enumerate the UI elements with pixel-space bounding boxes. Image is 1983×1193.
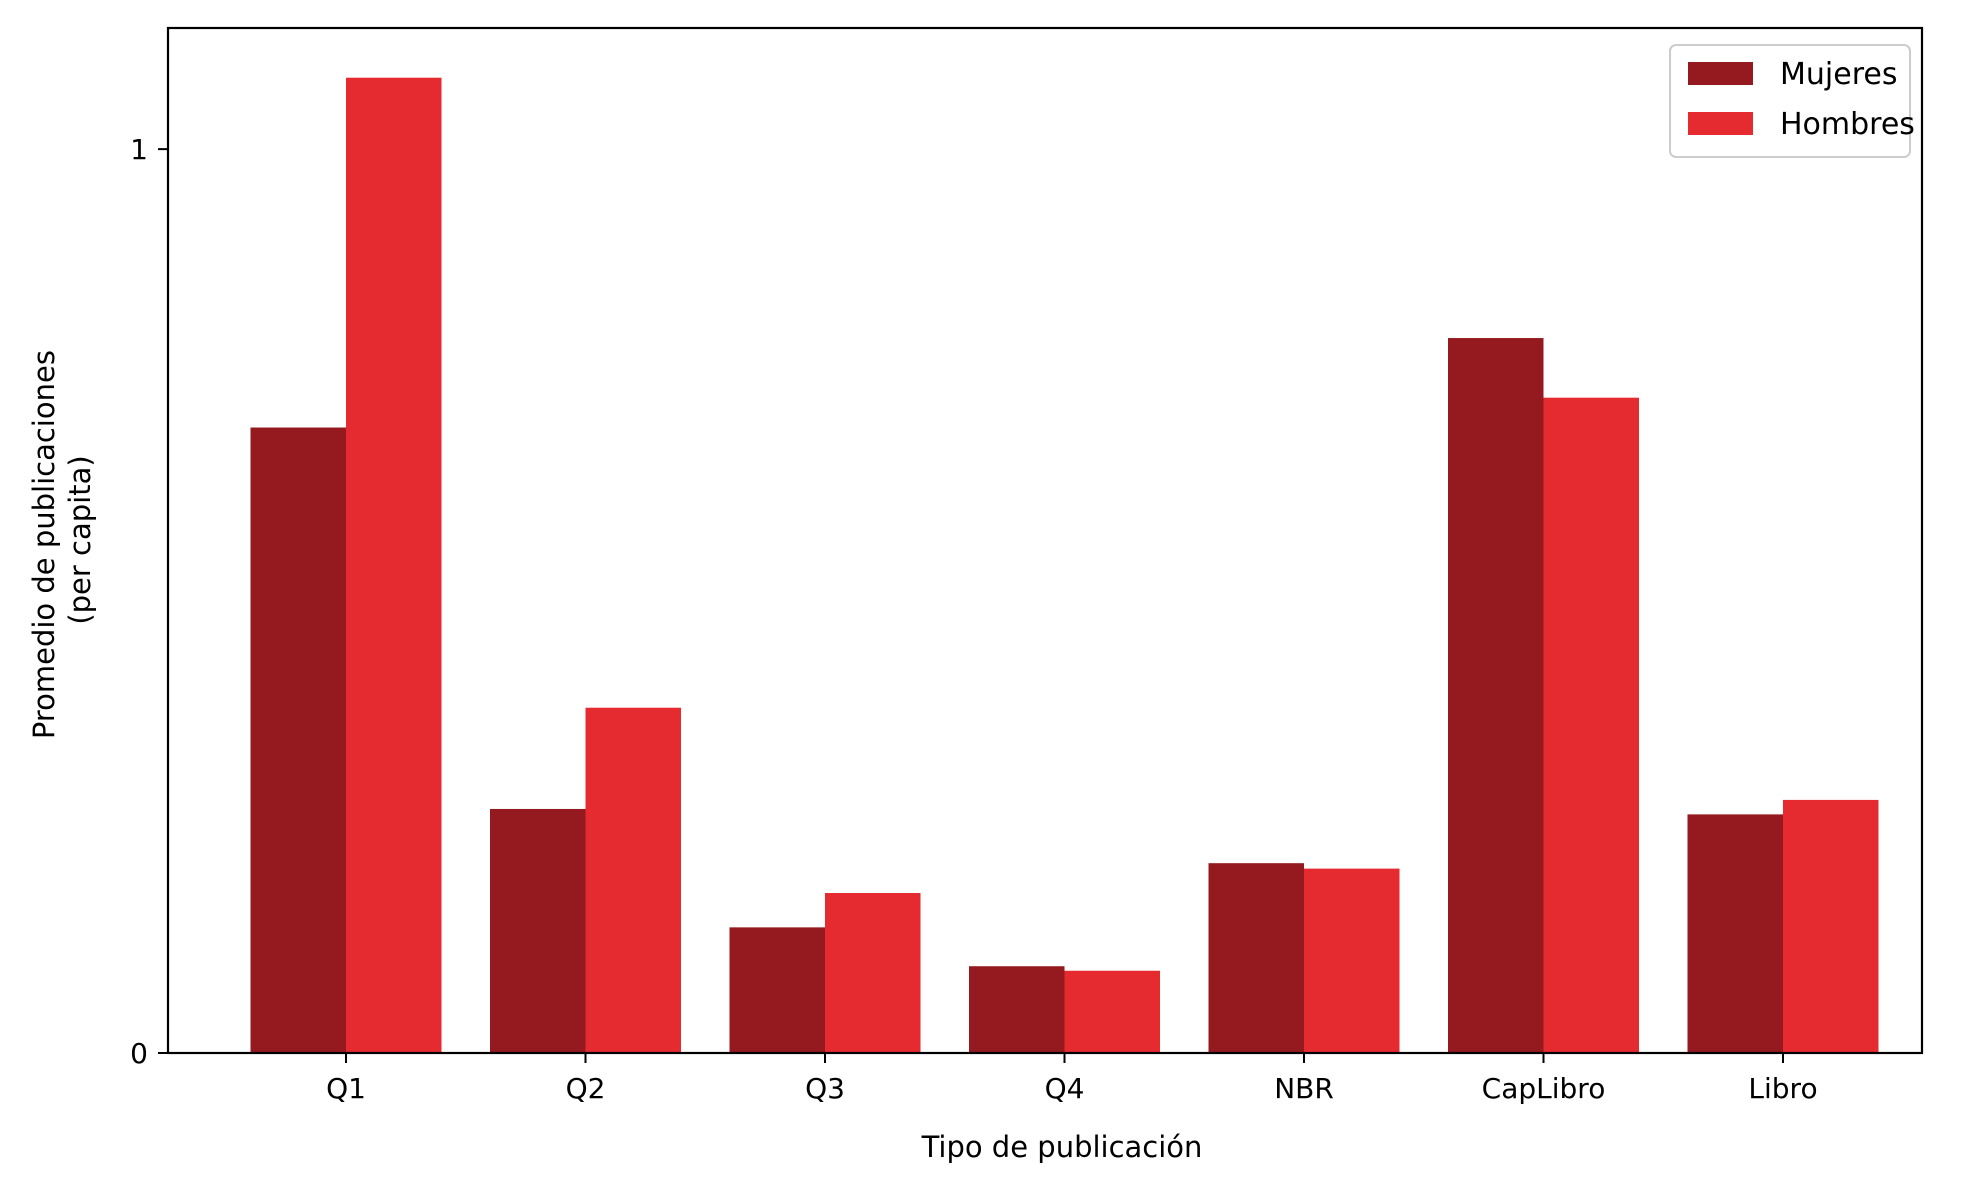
bar-hombres-q4 [1064,970,1160,1053]
x-tick-label-q3: Q3 [805,1072,845,1105]
y-axis-label-line-2: (per capita) [63,455,97,624]
x-tick-label-q1: Q1 [326,1072,366,1105]
legend-label-mujeres: Mujeres [1780,57,1897,92]
plot-frame [166,26,1924,1055]
legend-swatch-mujeres [1688,62,1753,85]
x-tick-label-q4: Q4 [1045,1072,1085,1105]
bar-mujeres-q4 [969,966,1065,1053]
bar-hombres-q2 [585,707,681,1053]
y-axis: 01 [130,133,168,1070]
y-tick-label-0: 0 [130,1037,148,1070]
y-axis-label: Promedio de publicaciones (per capita) [27,341,97,739]
bar-mujeres-q3 [729,927,825,1053]
x-tick-label-libro: Libro [1748,1072,1817,1105]
bars-group [250,77,1879,1054]
bar-hombres-nbr [1304,868,1400,1053]
y-axis-label-line-1: Promedio de publicaciones [27,350,61,739]
legend: Mujeres Hombres [1669,44,1915,158]
bar-mujeres-q1 [250,427,346,1053]
bar-hombres-q3 [825,893,921,1053]
x-tick-label-caplibro: CapLibro [1482,1072,1606,1105]
bar-mujeres-caplibro [1448,338,1544,1053]
bar-mujeres-libro [1687,814,1783,1053]
y-tick-label-1: 1 [130,133,148,166]
bar-hombres-caplibro [1543,397,1639,1053]
legend-label-hombres: Hombres [1780,107,1915,142]
x-tick-label-q2: Q2 [566,1072,606,1105]
x-axis-label: Tipo de publicación [921,1130,1203,1164]
bar-mujeres-q2 [490,808,586,1053]
bar-hombres-q1 [346,77,442,1054]
x-axis: Q1 Q2 Q3 Q4 NBR CapLibro Libro [326,1053,1818,1105]
bar-mujeres-nbr [1208,863,1304,1053]
bar-hombres-libro [1783,799,1879,1053]
x-tick-label-nbr: NBR [1274,1072,1334,1105]
legend-swatch-hombres [1688,112,1753,135]
